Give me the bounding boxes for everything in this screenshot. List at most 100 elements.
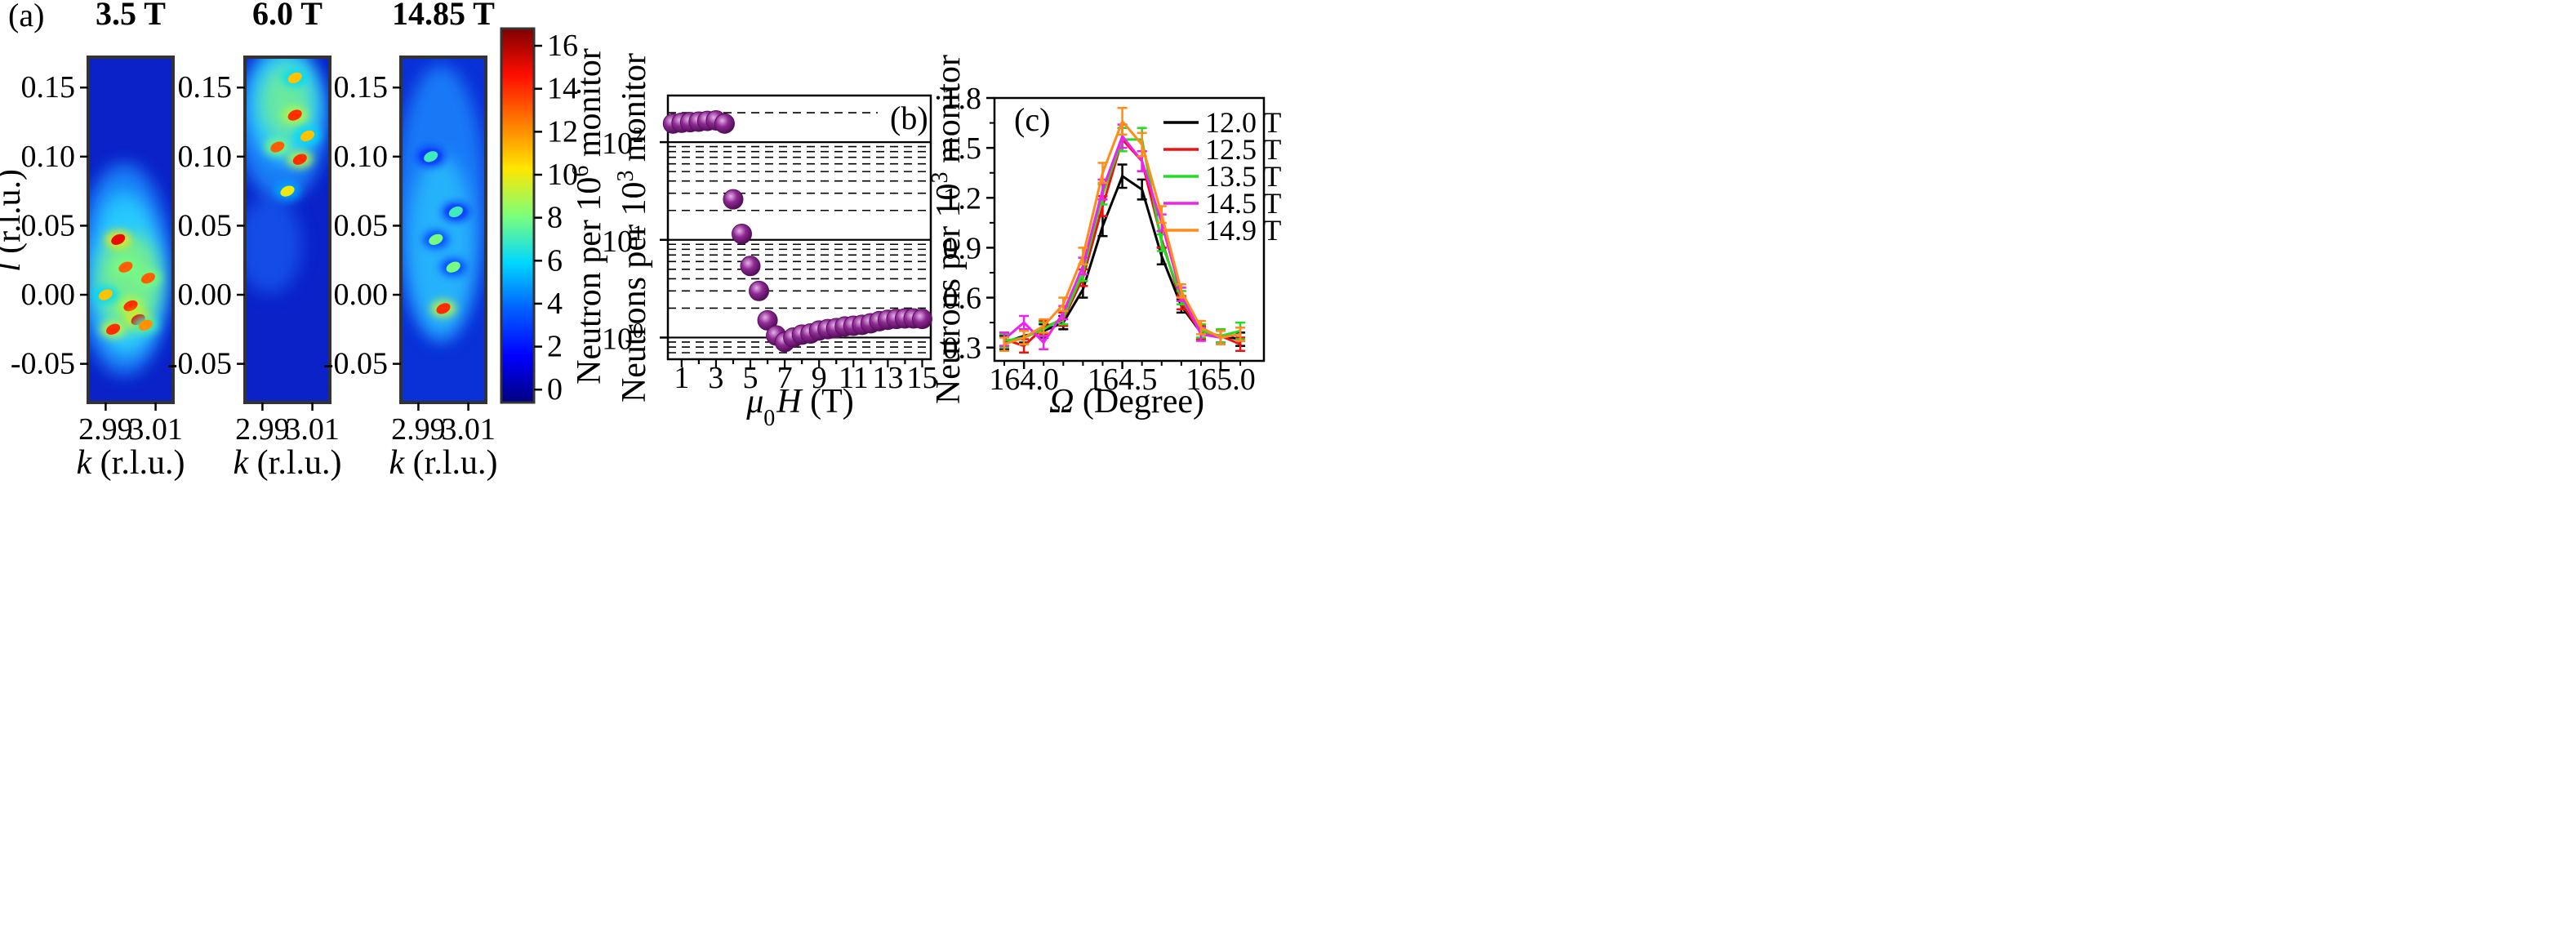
heatmap-y-tick-label: 0.00 bbox=[178, 278, 233, 312]
panel-c-x-tick-label: 165.0 bbox=[1186, 363, 1256, 397]
panel-b-y-tick-label: 102 bbox=[602, 123, 643, 162]
heatmap-hotspot bbox=[270, 141, 285, 153]
panel-c-axes: 0.3 0.6 0.9 1.2 1.5 1.8 164.0 164.5 165.0 bbox=[943, 82, 1256, 397]
panel-b-x-tick-label: 13 bbox=[872, 361, 903, 395]
panel-b-xlabel: μ0H (T) bbox=[745, 383, 854, 431]
heatmap-hotspot bbox=[111, 234, 126, 245]
heatmap-y-tick-label: 0.10 bbox=[21, 140, 76, 174]
heatmap-y-tick-label: 0.05 bbox=[21, 208, 76, 242]
heatmap-hotspots-1 bbox=[264, 69, 321, 201]
heatmap-y-tick-label: 0.15 bbox=[21, 70, 76, 105]
panel-c: 0.3 0.6 0.9 1.2 1.5 1.8 164.0 164.5 165.0 12.0 T… bbox=[928, 55, 1282, 420]
panel-c-xlabel: Ω (Degree) bbox=[1049, 383, 1204, 420]
panel-b-x-tick-label: 5 bbox=[743, 361, 759, 395]
colorbar-tick-label: 0 bbox=[547, 372, 563, 407]
panel-b-point bbox=[911, 309, 932, 330]
panel-b-point bbox=[714, 113, 735, 134]
heatmap-hotspots-0 bbox=[92, 230, 162, 339]
panel-c-y-tick-label: 1.2 bbox=[943, 181, 982, 216]
heatmap-hotspot bbox=[446, 261, 460, 273]
heatmap-panel-0 bbox=[87, 56, 175, 404]
heatmap-y-tick-label: -0.05 bbox=[323, 347, 388, 381]
heatmap-x-tick-label: 2.99 bbox=[78, 412, 133, 447]
panel-c-y-tick-label: 0.3 bbox=[943, 331, 982, 366]
heatmap-y-tick-label: 0.15 bbox=[178, 70, 233, 105]
heatmap-title-1: 6.0 T bbox=[252, 0, 323, 32]
heatmap-hotspot bbox=[287, 109, 302, 121]
colorbar-tick-label: 12 bbox=[547, 114, 578, 149]
panel-b-x-tick-label: 11 bbox=[839, 361, 869, 395]
panel-a-label: (a) bbox=[8, 0, 44, 33]
colorbar-gradient bbox=[500, 27, 536, 404]
colorbar: 0 2 4 6 8 10 12 14 16 Neutron per 106 monitor bbox=[500, 27, 609, 407]
heatmap-xlabel: k (r.l.u.) bbox=[77, 444, 185, 482]
heatmap-panel-2 bbox=[399, 56, 487, 404]
heatmap-title-0: 3.5 T bbox=[96, 0, 166, 32]
legend-label: 14.9 T bbox=[1205, 214, 1281, 247]
legend-label: 14.5 T bbox=[1205, 187, 1281, 220]
panel-c-ylabel: Neutrons per 103 monitor bbox=[928, 55, 968, 404]
panel-c-series bbox=[999, 106, 1246, 354]
heatmap-x-tick-label: 2.99 bbox=[391, 412, 446, 447]
heatmap-hotspot bbox=[287, 72, 302, 84]
heatmap-y-tick-label: -0.05 bbox=[167, 347, 232, 381]
panel-b-x-tick-label: 3 bbox=[708, 361, 723, 395]
heatmap-y-tick-label: 0.15 bbox=[334, 70, 389, 105]
panel-b-label: (b) bbox=[890, 100, 928, 136]
heatmap-y-tick-label: 0.00 bbox=[21, 278, 76, 312]
panel-b-x-tick-label: 1 bbox=[674, 361, 689, 395]
heatmap-hotspot bbox=[429, 234, 443, 245]
colorbar-tick-label: 8 bbox=[547, 201, 563, 235]
heatmap-hotspot bbox=[138, 319, 153, 331]
heatmap-x-tick-label: 2.99 bbox=[235, 412, 290, 447]
legend-label: 13.5 T bbox=[1205, 160, 1281, 193]
legend-label: 12.5 T bbox=[1205, 133, 1281, 166]
legend-label: 12.0 T bbox=[1205, 106, 1281, 139]
heatmap-xlabel: k (r.l.u.) bbox=[389, 444, 498, 482]
heatmap-hotspot bbox=[118, 261, 133, 273]
heatmap-hotspot bbox=[280, 185, 295, 197]
heatmap-hotspot bbox=[424, 151, 438, 162]
panel-b-point bbox=[740, 256, 761, 277]
heatmap-y-tick-label: 0.05 bbox=[334, 208, 389, 242]
heatmap-ylabel: l (r.l.u.) bbox=[0, 169, 28, 272]
colorbar-tick-label: 14 bbox=[547, 72, 578, 106]
heatmap-y-tick-label: 0.10 bbox=[334, 140, 389, 174]
heatmap-hotspot bbox=[98, 289, 113, 300]
panel-b-frame bbox=[666, 94, 932, 361]
heatmap-y-tick-label: 0.10 bbox=[178, 140, 233, 174]
panel-b-x-tick-label: 15 bbox=[906, 361, 937, 395]
heatmap-hotspot bbox=[123, 300, 138, 312]
heatmap-hotspot bbox=[300, 130, 315, 142]
heatmap-hotspot bbox=[436, 303, 451, 314]
panel-b-y-tick-label: 101 bbox=[602, 220, 643, 259]
heatmap-x-tick-label: 3.01 bbox=[285, 412, 340, 447]
heatmap-xlabel: k (r.l.u.) bbox=[234, 444, 342, 482]
heatmap-y-tick-label: -0.05 bbox=[11, 347, 75, 381]
panel-b-ylabel: Neutrons per 103 monitor bbox=[613, 53, 654, 403]
panel-c-frame bbox=[993, 96, 1266, 363]
colorbar-tick-label: 2 bbox=[547, 330, 563, 364]
heatmap-hotspot bbox=[292, 153, 307, 165]
series-14_9-T bbox=[999, 106, 1246, 353]
colorbar-ticks: 0 2 4 6 8 10 12 14 16 bbox=[534, 29, 578, 407]
colorbar-tick-label: 6 bbox=[547, 243, 563, 278]
panel-b-point bbox=[749, 280, 770, 301]
colorbar-label: Neutron per 106 monitor bbox=[568, 48, 609, 385]
heatmap-panel-1 bbox=[243, 56, 331, 404]
panel-b-y-tick-label: 100 bbox=[602, 318, 643, 357]
colorbar-tick-label: 4 bbox=[547, 287, 563, 321]
heatmap-x-tick-label: 3.01 bbox=[441, 412, 496, 447]
panel-c-y-tick-label: 0.9 bbox=[943, 231, 982, 265]
panel-b-point bbox=[723, 189, 744, 210]
panel-c-label: (c) bbox=[1014, 101, 1050, 138]
heatmap-hotspot bbox=[140, 273, 155, 284]
panel-b-x-tick-label: 9 bbox=[812, 361, 827, 395]
panel-b-points bbox=[662, 109, 932, 353]
panel-c-y-tick-label: 1.5 bbox=[943, 131, 982, 166]
panel-b-point bbox=[731, 224, 752, 245]
heatmap-hotspot bbox=[448, 206, 463, 218]
